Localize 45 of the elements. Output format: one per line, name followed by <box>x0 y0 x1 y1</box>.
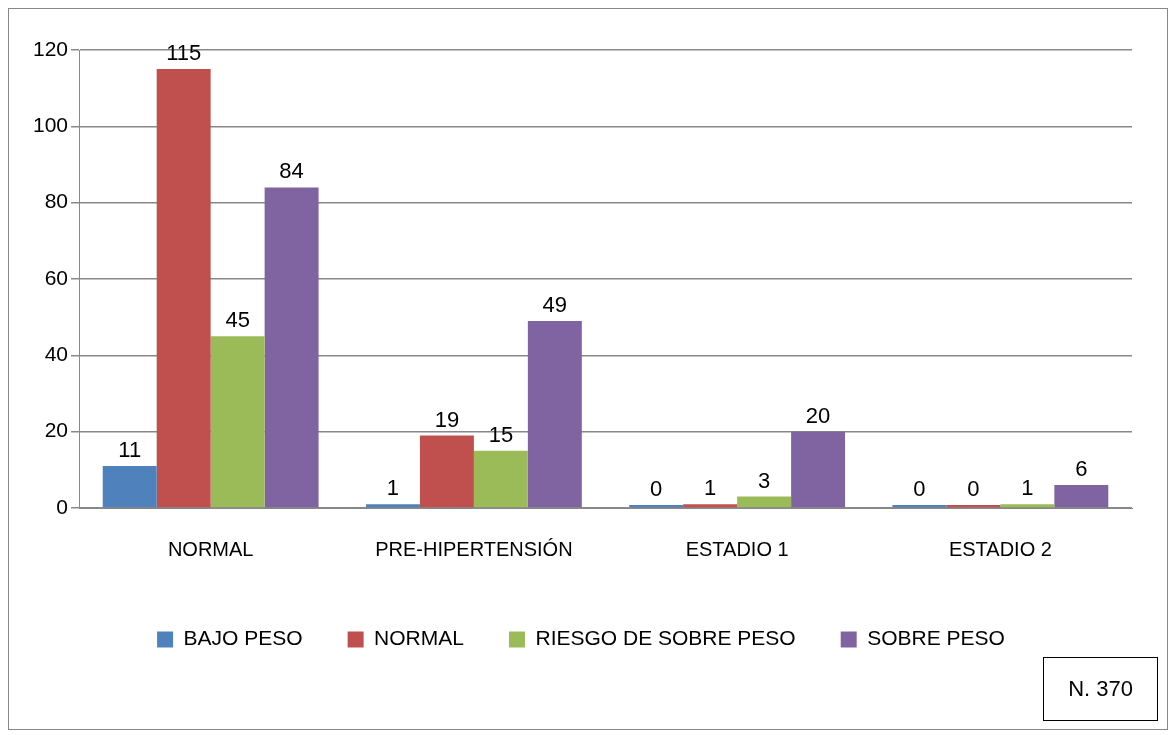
x-tick-label: PRE-HIPERTENSIÓN <box>375 537 573 560</box>
y-tick-label: 20 <box>44 418 69 442</box>
data-label: 15 <box>488 421 514 447</box>
bar <box>156 69 211 508</box>
bar <box>473 450 528 508</box>
data-label: 115 <box>166 40 202 66</box>
data-label: 19 <box>434 406 460 432</box>
data-label: 20 <box>805 402 831 428</box>
bar <box>1000 504 1055 508</box>
data-label: 1 <box>386 475 400 501</box>
bar <box>1054 485 1109 508</box>
data-label: 84 <box>279 158 304 184</box>
y-tick-label: 40 <box>44 342 69 366</box>
bar <box>210 336 265 508</box>
y-tick-label: 100 <box>32 113 69 137</box>
data-label: 6 <box>1075 456 1088 482</box>
data-label: 3 <box>758 467 771 493</box>
x-tick-label: ESTADIO 1 <box>685 537 789 560</box>
data-label: 0 <box>913 476 926 502</box>
bar <box>791 431 846 508</box>
bar <box>737 496 792 508</box>
x-tick-label: ESTADIO 2 <box>948 537 1052 560</box>
legend-label: NORMAL <box>374 626 464 650</box>
data-label: 1 <box>1021 475 1034 501</box>
data-label: 45 <box>225 307 250 333</box>
bar <box>527 320 582 508</box>
bar <box>683 504 738 508</box>
bar <box>264 187 319 508</box>
data-label: 1 <box>704 475 717 501</box>
legend-label: SOBRE PESO <box>867 626 1005 650</box>
y-tick-label: 0 <box>56 494 69 518</box>
y-tick-label: 80 <box>44 189 69 213</box>
bar <box>365 504 420 508</box>
text: N. 370 <box>1043 657 1158 721</box>
legend-label: RIESGO DE SOBRE PESO <box>535 626 796 650</box>
bar <box>419 435 474 508</box>
y-tick-label: 120 <box>32 36 69 60</box>
data-label: 11 <box>118 437 142 463</box>
legend-label: BAJO PESO <box>183 626 303 650</box>
data-label: 0 <box>967 476 980 502</box>
data-label: 0 <box>650 476 663 502</box>
bar <box>102 466 157 508</box>
x-tick-label: NORMAL <box>167 537 254 560</box>
data-label: 49 <box>542 292 568 318</box>
y-tick-label: 60 <box>44 265 69 289</box>
